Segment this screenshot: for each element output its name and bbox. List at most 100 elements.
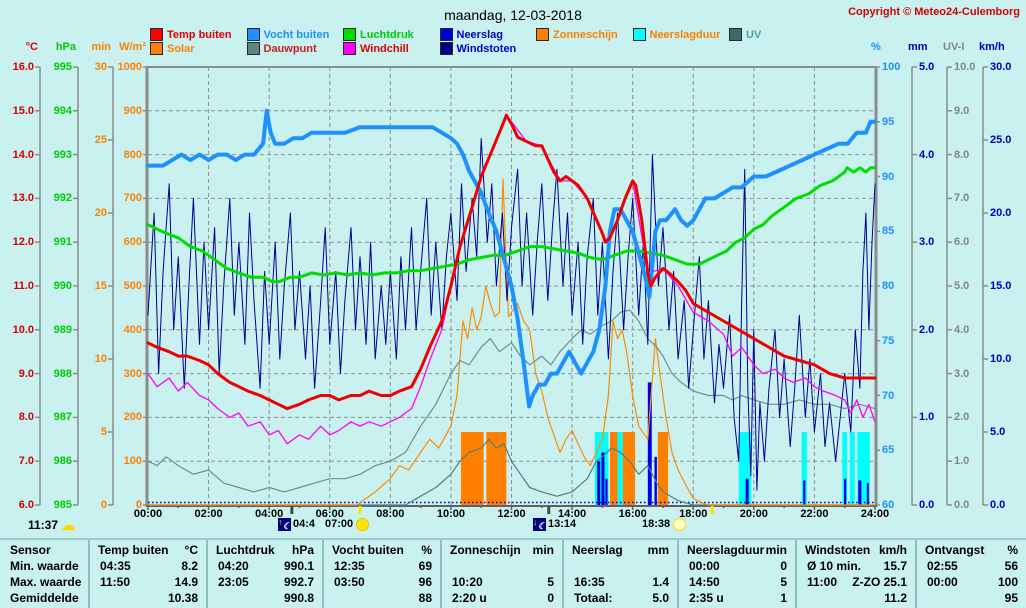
axis-tick-label: 10.0	[954, 61, 976, 73]
legend-swatch-icon	[536, 28, 549, 41]
table-cell-avg: 11.2	[797, 590, 915, 606]
axis-tick-label: 3.0	[954, 367, 970, 380]
axis-tick-label: 0.0	[990, 499, 1006, 511]
bar-segment	[745, 478, 749, 505]
legend-item-solar: Solar	[150, 42, 195, 55]
axis-tick-label: 900	[123, 104, 142, 117]
bar-segment	[866, 483, 869, 505]
cell-time: Ø 10 min.	[807, 559, 862, 573]
bar-segment	[609, 432, 618, 505]
table-column-header: Windstoten km/h	[797, 542, 915, 558]
bar-segment	[801, 432, 807, 505]
axis-tick-label: 800	[123, 148, 142, 161]
cell-time: 2:20 u	[452, 591, 487, 605]
axis-tick-label: 2.0	[954, 411, 970, 424]
axis-tick-label: 0	[100, 499, 107, 511]
cell-value: 95	[1004, 591, 1018, 605]
x-tick-label: 18:00	[679, 508, 708, 520]
axis-tick-label: 991	[53, 236, 72, 249]
legend-item-temp-buiten: Temp buiten	[150, 28, 232, 41]
cell-value: 990.1	[283, 559, 314, 573]
axis-tick-label: 20	[94, 207, 107, 219]
moonrise-axis-tick	[290, 506, 294, 514]
column-unit: hPa	[291, 543, 314, 557]
table-cell-max: 00:00 100	[917, 574, 1026, 590]
legend-swatch-icon	[729, 28, 742, 41]
legend-item-windchill: Windchill	[343, 42, 409, 55]
axis-tick-label: 7.0	[18, 455, 34, 468]
x-tick-label: 10:00	[436, 508, 465, 520]
column-name: Vocht buiten	[332, 543, 404, 557]
legend-label: UV	[746, 28, 762, 41]
table-column-ontvangst: Ontvangst% 02:55 56 00:00 100 95	[915, 540, 1026, 608]
axis-tick-label: 2.0	[919, 323, 935, 336]
axis-tick-label: 0	[135, 499, 142, 511]
axis-tick-label: 988	[53, 367, 72, 380]
sunrise-marker: 07:00	[325, 517, 372, 531]
table-cell-min: 02:55 56	[917, 558, 1026, 574]
moonrise-time: 04:4	[293, 518, 316, 530]
moonset-icon: ↓ ☾	[533, 516, 546, 531]
x-tick-label: 00:00	[133, 508, 163, 520]
legend-item-luchtdruk: Luchtdruk	[343, 28, 414, 41]
sunrise-time: 07:00	[325, 518, 354, 530]
table-cell-max: 11:00 Z-ZO 25.1	[797, 574, 915, 590]
table-cell-avg: 88	[324, 590, 440, 606]
table-column-header: Temp buiten °C	[90, 542, 206, 558]
x-tick-label: 04:00	[255, 508, 284, 520]
axis-tick-label: 15.0	[12, 104, 34, 117]
cell-value: 992.7	[283, 575, 314, 589]
x-tick-label: 08:00	[376, 508, 405, 520]
column-unit: %	[1007, 543, 1018, 557]
cell-time: 11:00	[807, 575, 838, 589]
table-cell-max: 16:35 1.4	[564, 574, 677, 590]
bars	[460, 382, 870, 505]
axis-tick-label: 7.0	[954, 192, 970, 205]
axis-lines	[35, 66, 988, 510]
moonrise-icon: ↑ ☾	[278, 516, 291, 531]
axis-tick-label: 100	[882, 61, 901, 73]
table-column-temp-buiten: Temp buiten °C 04:35 8.2 11:50 14.9 10.38	[88, 540, 206, 608]
column-name: Neerslag	[572, 543, 623, 557]
axis-tick-label: 500	[123, 280, 142, 292]
table-cell-avg: 95	[917, 590, 1026, 606]
bar-segment	[622, 432, 636, 505]
copyright-notice: Copyright © Meteo24-Culemborg	[848, 6, 1020, 18]
table-cell-min	[564, 558, 677, 574]
axis-tick-label: 0.0	[954, 499, 970, 511]
chart-plot	[35, 66, 988, 514]
cell-time: 2:35 u	[689, 591, 724, 605]
cell-value: 0	[780, 559, 787, 573]
table-column-luchtdruk: Luchtdruk hPa 04:20 990.1 23:05 992.7 990.8	[206, 540, 322, 608]
legend-item-zonneschijn: Zonneschijn	[536, 28, 618, 41]
series-solar	[147, 178, 876, 506]
cell-value: 1	[780, 591, 787, 605]
table-column-header: Neerslag mm	[564, 542, 677, 558]
bars-neerslagduur	[594, 432, 870, 505]
axis-tick-label: 8.0	[18, 411, 34, 424]
bar-segment	[858, 480, 862, 505]
legend-label: Dauwpunt	[263, 42, 317, 55]
cell-time: 23:05	[218, 575, 249, 589]
x-tick-label: 14:00	[558, 508, 587, 520]
axis-tick-label: 12.0	[12, 236, 34, 249]
cell-value: 11.2	[884, 591, 907, 605]
series-luchtdruk	[146, 166, 877, 284]
moonset-axis-tick	[547, 506, 551, 514]
axis-tick-label: 4.0	[954, 323, 970, 336]
legend-swatch-icon	[439, 42, 453, 55]
table-sensor-column: Sensor Min. waarde Max. waarde Gemiddelde	[0, 540, 88, 608]
column-unit: mm	[647, 543, 669, 557]
table-column-zonneschijn: Zonneschijn min 10:20 5 2:20 u 0	[440, 540, 562, 608]
legend-item-windstoten: Windstoten	[439, 42, 516, 55]
legend-item-uv: UV	[729, 28, 761, 41]
x-tick-label: 02:00	[194, 508, 223, 520]
moonset-marker: ↓ ☾ 13:14	[531, 517, 576, 531]
moonset-time: 13:14	[548, 518, 577, 530]
sun-moon-axis-markers	[290, 506, 714, 514]
axis-tick-label: 70	[882, 389, 895, 402]
sunset-axis-tick	[710, 506, 714, 514]
cell-value: 0	[547, 591, 554, 605]
